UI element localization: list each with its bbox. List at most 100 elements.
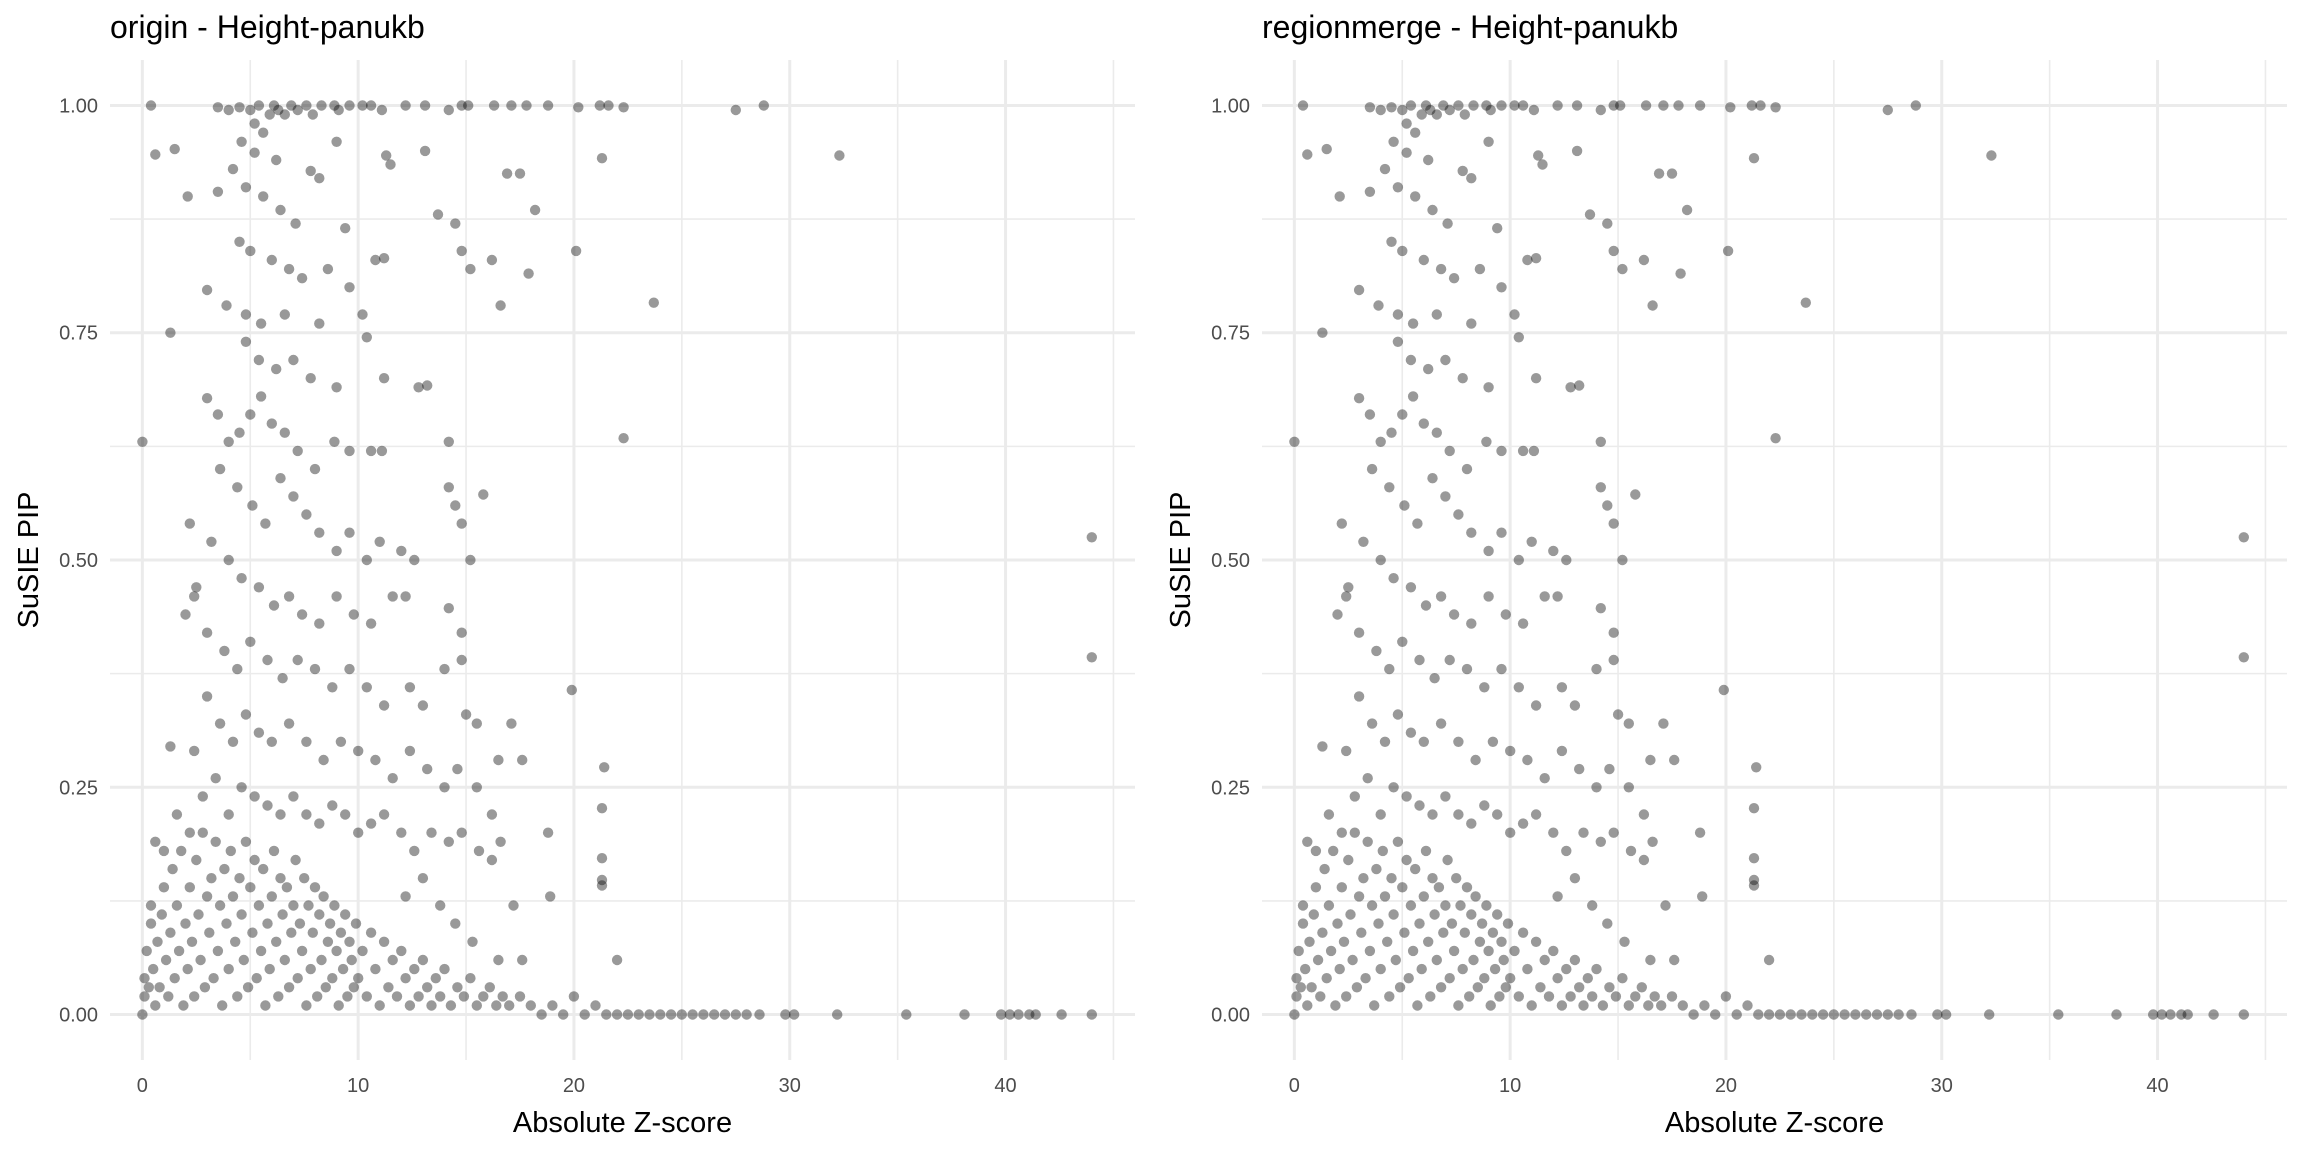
data-point <box>545 891 556 902</box>
data-point <box>217 1000 228 1011</box>
data-point <box>1382 936 1393 947</box>
data-point <box>268 600 280 611</box>
data-point <box>1636 982 1647 993</box>
data-point <box>2176 1009 2187 1020</box>
data-point <box>1496 527 1507 538</box>
data-point <box>439 782 450 793</box>
data-point <box>1330 1000 1341 1011</box>
data-point <box>342 991 353 1002</box>
data-point <box>1414 918 1425 929</box>
data-point <box>1748 874 1760 886</box>
data-point <box>1470 754 1481 766</box>
data-point <box>1418 736 1429 747</box>
y-tick-label: 1.00 <box>1211 95 1250 117</box>
panel-title: regionmerge - Height-panukb <box>1262 9 1678 45</box>
data-point <box>1871 1009 1883 1020</box>
data-point <box>1699 1000 1710 1011</box>
data-point <box>665 1009 677 1020</box>
data-point <box>1496 282 1507 293</box>
data-point <box>1496 936 1507 947</box>
data-point <box>1388 909 1399 920</box>
gridlines <box>110 60 1135 1060</box>
points <box>1289 100 2249 1020</box>
data-point <box>1440 491 1451 502</box>
data-point <box>1910 100 1921 111</box>
data-point <box>303 900 314 911</box>
data-point <box>318 891 329 902</box>
data-point <box>258 127 269 138</box>
data-point <box>201 891 213 902</box>
data-point <box>409 963 420 975</box>
data-point <box>1722 245 1734 257</box>
data-point <box>1492 809 1503 820</box>
data-point <box>2238 532 2249 543</box>
data-point <box>327 800 338 811</box>
data-point <box>1384 482 1395 493</box>
data-point <box>361 682 372 693</box>
data-point <box>1435 982 1447 993</box>
data-point <box>465 263 476 275</box>
data-point <box>1893 1009 1904 1020</box>
data-point <box>279 427 290 438</box>
y-axis-title: SuSIE PIP <box>1165 491 1197 628</box>
data-point <box>1561 963 1572 975</box>
data-point <box>1932 1009 1943 1020</box>
data-point <box>1539 591 1550 602</box>
data-point <box>409 554 420 566</box>
data-point <box>305 373 316 384</box>
data-point <box>1500 982 1511 993</box>
data-point <box>1623 718 1634 729</box>
data-point <box>1440 354 1451 366</box>
data-point <box>234 236 245 247</box>
data-point <box>1306 982 1317 993</box>
data-point <box>832 1009 843 1020</box>
data-point <box>309 463 321 475</box>
data-point <box>1522 254 1533 266</box>
data-point <box>221 918 232 929</box>
data-point <box>1435 718 1447 729</box>
data-point <box>1464 991 1475 1002</box>
data-point <box>1375 809 1386 820</box>
data-point <box>1595 836 1606 847</box>
data-point <box>1647 836 1658 847</box>
data-point <box>1582 973 1593 984</box>
data-point <box>223 554 234 566</box>
data-point <box>353 827 364 838</box>
data-point <box>374 536 385 547</box>
data-point <box>486 254 498 266</box>
data-point <box>1435 263 1447 275</box>
data-point <box>253 100 265 111</box>
data-point <box>1364 945 1376 957</box>
data-point <box>273 104 284 116</box>
data-point <box>1407 318 1419 329</box>
data-point <box>445 1000 457 1011</box>
data-point <box>1364 409 1376 420</box>
y-axis-ticks: 0.00 0.25 0.50 0.75 1.00 <box>1211 95 1250 1026</box>
data-point <box>189 591 200 602</box>
data-point <box>1386 427 1397 438</box>
data-point <box>1675 268 1686 279</box>
data-point <box>305 963 316 975</box>
data-point <box>1401 791 1412 802</box>
data-point <box>331 382 342 393</box>
data-point <box>1423 936 1434 947</box>
data-point <box>1416 109 1427 120</box>
data-point <box>1474 936 1486 947</box>
data-point <box>1500 609 1511 620</box>
data-point <box>337 963 349 975</box>
data-point <box>1336 827 1347 838</box>
data-point <box>378 253 390 264</box>
data-point <box>1470 891 1481 902</box>
x-tick-label: 30 <box>1931 1075 1953 1097</box>
data-point <box>1461 882 1473 893</box>
data-point <box>478 489 489 500</box>
data-point <box>1587 900 1598 911</box>
data-point <box>150 149 161 160</box>
y-tick-label: 0.00 <box>1211 1005 1250 1027</box>
data-point <box>1427 809 1438 820</box>
data-point <box>1479 973 1490 984</box>
data-point <box>1347 954 1358 966</box>
y-axis-title: SuSIE PIP <box>13 491 45 628</box>
data-point <box>596 153 608 164</box>
data-point <box>1453 736 1464 747</box>
